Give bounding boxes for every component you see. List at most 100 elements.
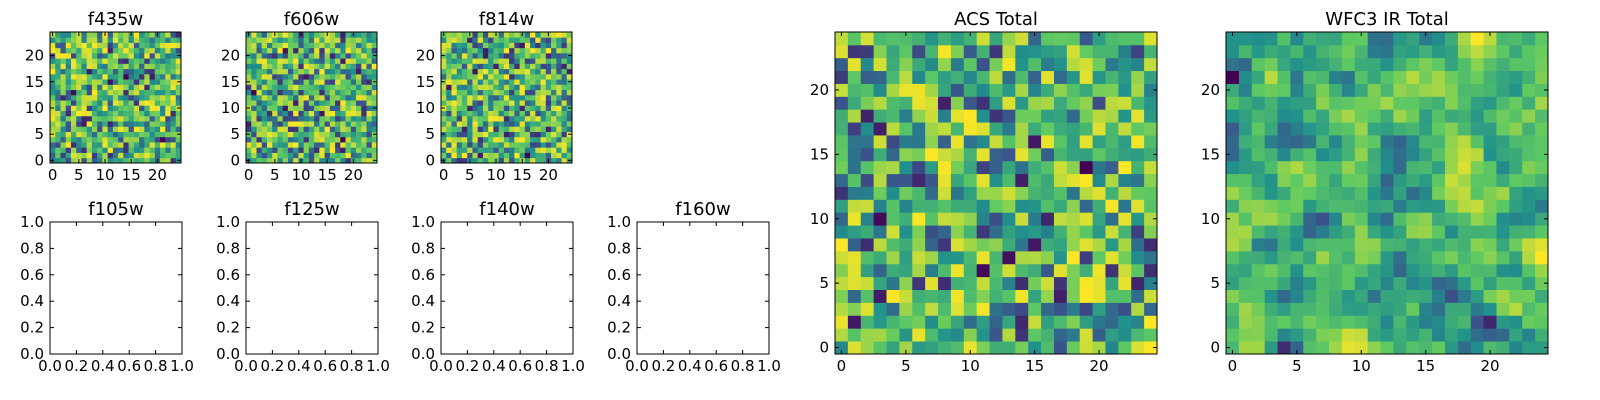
heatmap-cell	[261, 147, 268, 153]
heatmap-cell	[551, 121, 557, 127]
heatmap-cell	[1290, 238, 1304, 252]
heatmap-cell	[873, 276, 887, 290]
heatmap-cell	[963, 70, 978, 84]
heatmap-cell	[1380, 186, 1394, 200]
heatmap-cell	[899, 250, 913, 265]
heatmap-cell	[1393, 302, 1407, 316]
heatmap-cell	[91, 110, 98, 117]
heatmap-cell	[477, 152, 484, 159]
heatmap-cell	[1131, 315, 1145, 329]
heatmap-cell	[472, 105, 479, 111]
heatmap-cell	[938, 276, 952, 290]
heatmap-cell	[472, 131, 479, 138]
heatmap-cell	[1277, 147, 1291, 162]
heatmap-cell	[1496, 83, 1510, 97]
heatmap-cell	[899, 341, 913, 355]
heatmap-cell	[266, 32, 273, 38]
heatmap-cell	[60, 58, 67, 64]
heatmap-cell	[1316, 70, 1330, 84]
heatmap-cell	[287, 136, 294, 143]
heatmap-cell	[477, 63, 484, 70]
heatmap-cell	[1105, 212, 1119, 226]
heatmap-cell	[976, 32, 990, 46]
heatmap-cell	[65, 63, 72, 70]
heatmap-cell	[963, 212, 978, 226]
heatmap-cell	[1535, 96, 1549, 110]
heatmap-cell	[371, 100, 378, 106]
heatmap-cell	[498, 115, 505, 122]
heatmap-cell	[912, 122, 926, 136]
heatmap-cell	[139, 94, 145, 101]
heatmap-cell	[102, 63, 109, 70]
heatmap-cell	[246, 73, 252, 80]
heatmap-cell	[60, 94, 67, 101]
heatmap-cell	[1380, 32, 1394, 46]
heatmap-cell	[976, 173, 990, 187]
heatmap-cell	[1329, 122, 1343, 136]
heatmap-cell	[1393, 341, 1407, 355]
heatmap-cell	[1053, 57, 1068, 72]
heatmap-cell	[256, 58, 263, 64]
heatmap-cell	[256, 131, 263, 138]
heatmap-cell	[287, 42, 294, 49]
heatmap-cell	[340, 58, 346, 64]
heatmap-cell	[324, 142, 331, 148]
heatmap-cell	[1144, 289, 1158, 303]
heatmap-cell	[160, 100, 166, 106]
heatmap-cell	[1277, 83, 1291, 97]
heatmap-cell	[1470, 135, 1484, 149]
heatmap-cell	[287, 79, 294, 85]
heatmap-cell	[335, 115, 341, 122]
heatmap-cell	[1144, 160, 1158, 175]
heatmap-cell	[50, 152, 56, 159]
heatmap-cell	[912, 160, 926, 175]
heatmap-cell	[345, 32, 352, 38]
heatmap-cell	[461, 136, 468, 143]
heatmap-cell	[1457, 250, 1472, 265]
heatmap-cell	[1303, 83, 1317, 97]
heatmap-cell	[335, 47, 341, 54]
heatmap-cell	[545, 89, 552, 96]
heatmap-cell	[1264, 328, 1278, 342]
heatmap-cell	[1277, 289, 1291, 303]
heatmap-cell	[154, 47, 161, 54]
heatmap-cell	[912, 276, 926, 290]
heatmap-cell	[314, 147, 320, 153]
heatmap-cell	[1444, 315, 1459, 329]
heatmap-cell	[282, 94, 289, 101]
heatmap-cell	[556, 121, 562, 127]
heatmap-cell	[1002, 315, 1016, 329]
heatmap-cell	[566, 100, 573, 106]
heatmap-cell	[1144, 147, 1158, 162]
heatmap-cell	[1354, 96, 1369, 110]
heatmap-cell	[65, 157, 72, 164]
heatmap-cell	[112, 115, 119, 122]
heatmap-cell	[298, 37, 305, 43]
heatmap-cell	[160, 89, 166, 96]
heatmap-cell	[97, 37, 103, 43]
heatmap-cell	[912, 225, 926, 239]
heatmap-cell	[1406, 250, 1420, 265]
heatmap-cell	[340, 105, 346, 111]
heatmap-cell	[514, 63, 520, 70]
heatmap-cell	[319, 58, 325, 64]
heatmap-cell	[1015, 135, 1029, 149]
heatmap-cell	[81, 68, 88, 75]
heatmap-cell	[128, 42, 135, 49]
heatmap-cell	[1144, 212, 1158, 226]
heatmap-cell	[847, 250, 862, 265]
heatmap-cell	[556, 58, 562, 64]
heatmap-cell	[472, 100, 479, 106]
heatmap-cell	[1509, 109, 1523, 123]
heatmap-cell	[251, 152, 257, 159]
heatmap-cell	[498, 152, 505, 159]
heatmap-cell	[1002, 302, 1016, 316]
heatmap-cell	[329, 147, 336, 153]
heatmap-cell	[118, 73, 124, 80]
heatmap-cell	[1144, 44, 1158, 59]
heatmap-cell	[1406, 160, 1420, 175]
heatmap-cell	[277, 32, 284, 38]
heatmap-cell	[873, 250, 887, 265]
heatmap-cell	[446, 84, 452, 91]
